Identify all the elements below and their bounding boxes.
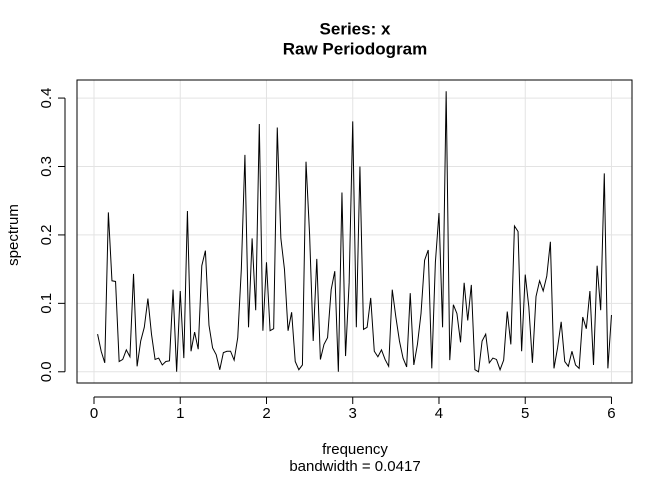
y-tick-label: 0.0 <box>38 361 55 382</box>
x-tick-label: 4 <box>435 405 443 422</box>
y-tick-label: 0.4 <box>38 88 55 109</box>
y-tick-label: 0.3 <box>38 156 55 177</box>
plot-box <box>76 79 633 384</box>
x-tick-label: 3 <box>349 405 357 422</box>
y-axis-label: spectrum <box>5 204 22 266</box>
x-axis-sublabel: bandwidth = 0.0417 <box>289 458 420 475</box>
x-tick-label: 2 <box>262 405 270 422</box>
chart-subtitle: Raw Periodogram <box>283 39 428 58</box>
x-axis-label: frequency <box>322 441 388 458</box>
x-tick-label: 5 <box>521 405 529 422</box>
y-tick-label: 0.2 <box>38 224 55 245</box>
x-tick-label: 6 <box>607 405 615 422</box>
x-tick-label: 1 <box>176 405 184 422</box>
x-tick-label: 0 <box>90 405 98 422</box>
y-tick-label: 0.1 <box>38 293 55 314</box>
chart-title: Series: x <box>320 19 391 38</box>
series-line <box>97 91 612 373</box>
